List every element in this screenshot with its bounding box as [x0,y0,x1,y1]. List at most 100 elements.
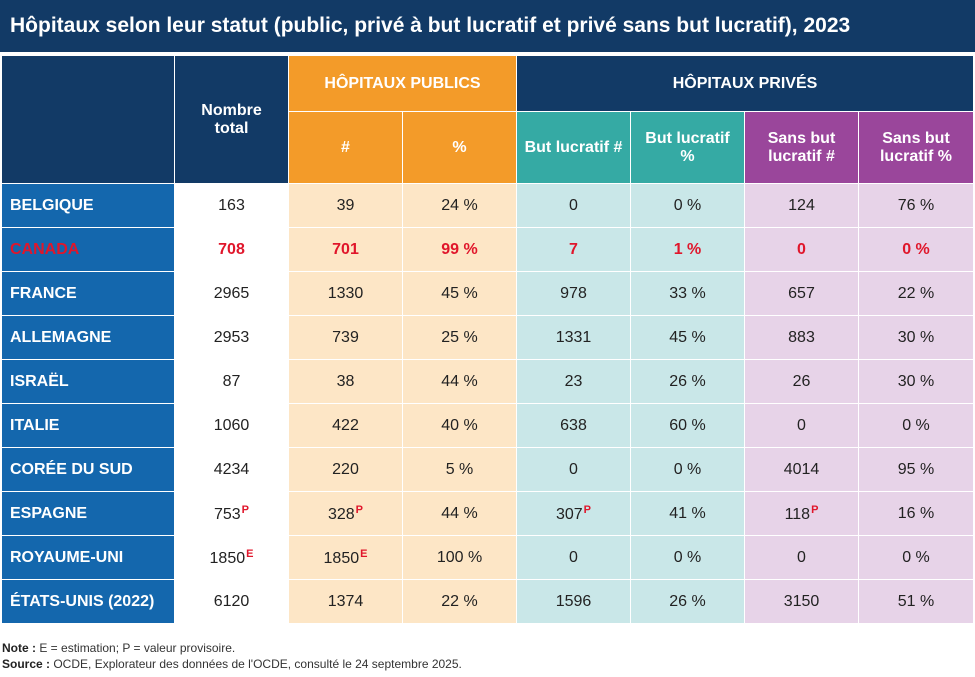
cell-nonprofit-pct-value: 95 % [897,460,935,478]
cell-total-value: 1060 [213,416,250,434]
cell-public-count: 422 [288,403,403,448]
source-line: Source : OCDE, Explorateur des données d… [2,657,462,671]
cell-profit-pct-value: 33 % [669,284,706,302]
cell-profit-count: 23 [516,359,631,404]
cell-nonprofit-count: 0 [744,535,859,580]
header-public-group: HÔPITAUX PUBLICS [288,55,517,112]
cell-public-pct-value: 44 % [441,504,478,522]
cell-nonprofit-count: 3150 [744,579,859,624]
cell-profit-count-value: 0 [569,196,578,214]
cell-country: CORÉE DU SUD [1,447,175,492]
cell-total: 2953 [174,315,289,360]
table-row: CANADA 708 701 99 % 7 1 % 0 0 % [1,227,974,272]
cell-nonprofit-pct-value: 30 % [897,328,935,346]
cell-nonprofit-count: 118P [744,491,859,536]
cell-profit-pct-value: 41 % [669,504,706,522]
table-row: ISRAËL 87 38 44 % 23 26 % 26 30 % [1,359,974,404]
cell-public-count-value: 1850 [323,549,360,567]
cell-country: ROYAUME-UNI [1,535,175,580]
cell-profit-pct-value: 0 % [673,460,702,478]
cell-nonprofit-count: 0 [744,403,859,448]
cell-nonprofit-count-value: 124 [788,196,815,214]
cell-profit-pct: 0 % [630,183,745,228]
cell-nonprofit-count-value: 883 [788,328,815,346]
cell-nonprofit-count-value: 4014 [783,460,820,478]
estimate-flag: P [811,503,819,516]
cell-profit-count: 1331 [516,315,631,360]
cell-profit-count-value: 7 [569,240,578,258]
cell-profit-count: 978 [516,271,631,316]
cell-nonprofit-count: 124 [744,183,859,228]
cell-public-pct-value: 24 % [441,196,478,214]
cell-total: 753P [174,491,289,536]
cell-nonprofit-count-value: 657 [788,284,815,302]
cell-profit-pct-value: 1 % [673,240,702,258]
cell-public-count: 1330 [288,271,403,316]
cell-public-count-value: 220 [332,460,359,478]
cell-profit-count: 0 [516,447,631,492]
cell-nonprofit-pct: 30 % [858,359,974,404]
note-label: Note : [2,641,36,655]
cell-public-pct-value: 5 % [445,460,474,478]
cell-profit-pct-value: 60 % [669,416,706,434]
hospital-status-table: Nombre total HÔPITAUX PUBLICS HÔPITAUX P… [1,55,974,624]
header-nonprofit-pct: Sans but lucratif % [858,111,974,184]
cell-nonprofit-pct-value: 30 % [897,372,935,390]
cell-public-pct: 99 % [402,227,517,272]
cell-country: ISRAËL [1,359,175,404]
cell-nonprofit-pct-value: 0 % [902,416,930,434]
cell-public-count-value: 701 [332,240,359,258]
header-nonprofit-count: Sans but lucratif # [744,111,859,184]
cell-profit-pct: 45 % [630,315,745,360]
cell-public-count: 328P [288,491,403,536]
cell-profit-pct-value: 0 % [673,196,702,214]
cell-total-value: 1850 [209,549,246,567]
cell-total: 163 [174,183,289,228]
cell-profit-pct-value: 0 % [673,548,702,566]
header-public-pct: % [402,111,517,184]
cell-profit-pct-value: 26 % [669,592,706,610]
cell-nonprofit-pct: 30 % [858,315,974,360]
table-row: BELGIQUE 163 39 24 % 0 0 % 124 76 % [1,183,974,228]
header-total: Nombre total [174,55,289,184]
table-row: CORÉE DU SUD 4234 220 5 % 0 0 % 4014 95 % [1,447,974,492]
cell-public-count: 739 [288,315,403,360]
cell-total: 6120 [174,579,289,624]
estimate-flag: P [241,503,250,516]
cell-public-count: 701 [288,227,403,272]
cell-nonprofit-pct-value: 76 % [897,196,935,214]
cell-country: BELGIQUE [1,183,175,228]
cell-profit-count-value: 0 [569,460,578,478]
cell-country: ÉTATS-UNIS (2022) [1,579,175,624]
cell-profit-count: 638 [516,403,631,448]
cell-profit-pct: 41 % [630,491,745,536]
cell-total-value: 163 [218,196,245,214]
cell-profit-pct-value: 26 % [669,372,706,390]
cell-nonprofit-pct: 0 % [858,535,974,580]
page-title: Hôpitaux selon leur statut (public, priv… [0,0,975,52]
cell-nonprofit-count-value: 0 [797,240,806,258]
header-profit-count: But lucratif # [516,111,631,184]
cell-public-count-value: 38 [336,372,355,390]
cell-nonprofit-count: 0 [744,227,859,272]
corner-header [1,55,175,184]
cell-nonprofit-count: 26 [744,359,859,404]
cell-nonprofit-count-value: 3150 [783,592,820,610]
cell-nonprofit-count-value: 0 [797,416,806,434]
cell-profit-pct: 33 % [630,271,745,316]
table-row: ITALIE 1060 422 40 % 638 60 % 0 0 % [1,403,974,448]
table-row: ESPAGNE 753P 328P 44 % 307P 41 % 118P 16 % [1,491,974,536]
cell-profit-count: 307P [516,491,631,536]
table-row: ÉTATS-UNIS (2022) 6120 1374 22 % 1596 26 % 315… [1,579,974,624]
cell-public-pct: 44 % [402,491,517,536]
cell-total: 1850E [174,535,289,580]
cell-nonprofit-pct: 22 % [858,271,974,316]
cell-country: ESPAGNE [1,491,175,536]
cell-nonprofit-count-value: 26 [792,372,811,390]
cell-nonprofit-count-value: 0 [797,548,806,566]
cell-public-count: 1850E [288,535,403,580]
cell-public-pct-value: 44 % [441,372,478,390]
table-body: BELGIQUE 163 39 24 % 0 0 % 124 76 % CANADA 708 701… [1,183,974,624]
cell-profit-count: 0 [516,535,631,580]
cell-public-pct: 40 % [402,403,517,448]
